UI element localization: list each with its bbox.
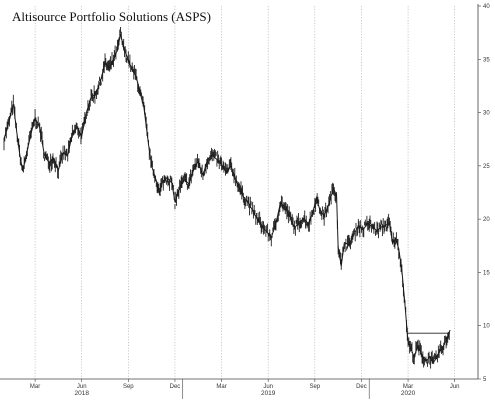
y-tick-label: 10 bbox=[483, 324, 490, 330]
chart-title: Altisource Portfolio Solutions (ASPS) bbox=[12, 9, 211, 24]
year-label: 2019 bbox=[261, 390, 276, 397]
price-series-line bbox=[3, 33, 451, 364]
price-bars-layer bbox=[3, 26, 450, 369]
year-labels: 2018 2019 2020 bbox=[74, 390, 415, 397]
x-tick-label: Mar bbox=[216, 384, 226, 390]
x-tick-label: Dec bbox=[170, 384, 181, 390]
x-tick-label: Dec bbox=[356, 384, 367, 390]
x-tick-label: Jun bbox=[263, 384, 273, 390]
y-tick-label: 40 bbox=[483, 4, 490, 10]
year-label: 2018 bbox=[74, 390, 89, 397]
y-tick-label: 20 bbox=[483, 217, 490, 223]
y-tick-label: 30 bbox=[483, 111, 490, 117]
x-tick-label: Sep bbox=[309, 384, 320, 390]
y-tick-label: 5 bbox=[483, 377, 487, 383]
y-tick-label: 35 bbox=[483, 57, 490, 63]
y-axis-ticks: 5 10 15 20 25 30 35 40 bbox=[478, 4, 490, 383]
y-tick-label: 15 bbox=[483, 270, 490, 276]
x-tick-label: Jun bbox=[77, 384, 87, 390]
grid-layer bbox=[34, 6, 455, 379]
x-tick-label: Jun bbox=[450, 384, 460, 390]
x-axis-ticks: Mar Jun Sep Dec Mar Jun Sep Dec Mar Jun bbox=[30, 379, 460, 399]
x-tick-label: Mar bbox=[30, 384, 40, 390]
x-tick-label: Sep bbox=[123, 384, 134, 390]
year-label: 2020 bbox=[401, 390, 416, 397]
y-tick-label: 25 bbox=[483, 164, 490, 170]
x-tick-label: Mar bbox=[403, 384, 413, 390]
